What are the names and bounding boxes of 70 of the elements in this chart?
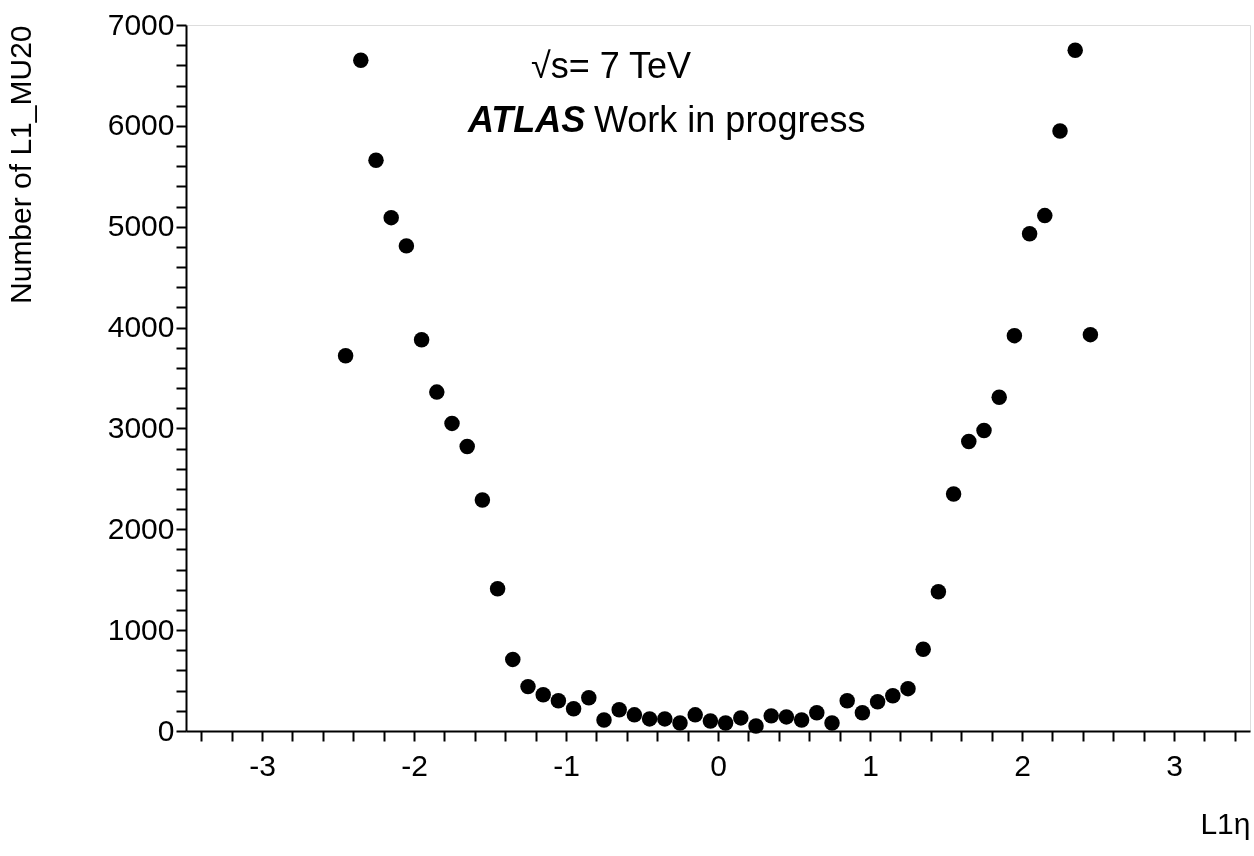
point (535, 686, 551, 703)
point (854, 705, 871, 721)
point (915, 641, 931, 658)
y-tick-label: 2000 (107, 511, 175, 545)
point (930, 584, 947, 600)
point (398, 238, 415, 254)
x-tick-label: -3 (249, 748, 276, 782)
point (733, 710, 749, 726)
y-axis-title: Number of L1_MU20 (3, 25, 37, 304)
point (596, 712, 612, 728)
point (1006, 327, 1023, 344)
point (748, 718, 764, 734)
x-tick-label: 2 (1014, 748, 1031, 782)
point (991, 389, 1007, 405)
point (353, 52, 369, 69)
x-tick-label: 1 (862, 748, 879, 782)
y-tick-label: 3000 (107, 410, 175, 444)
point (885, 687, 901, 704)
point (1067, 42, 1083, 58)
point (945, 486, 962, 502)
x-axis-title: L1η (1200, 806, 1251, 840)
point (672, 715, 688, 731)
annotation: ATLAS (467, 99, 586, 140)
point (961, 433, 977, 450)
y-tick-label: 6000 (107, 108, 175, 142)
point (657, 711, 673, 727)
point (641, 711, 658, 727)
x-tick-label: 3 (1166, 748, 1183, 782)
point (809, 705, 825, 721)
point (1082, 326, 1099, 343)
point (505, 651, 521, 668)
point (687, 707, 703, 723)
y-tick-label: 4000 (107, 310, 175, 344)
point (459, 438, 475, 455)
point (763, 708, 779, 724)
point (474, 492, 491, 508)
y-tick-label: 1000 (107, 612, 175, 646)
point (550, 693, 567, 709)
point (778, 709, 795, 725)
point (702, 713, 719, 729)
point (444, 415, 460, 432)
point (383, 209, 399, 226)
point (337, 348, 354, 364)
point (581, 689, 597, 706)
point (565, 701, 582, 717)
point (489, 581, 506, 597)
point (1037, 207, 1053, 224)
annotation: √s= 7 TeV (530, 45, 692, 86)
point (1021, 226, 1038, 242)
x-tick-label: -1 (553, 748, 580, 782)
x-tick-label: 0 (710, 748, 727, 782)
point (839, 693, 855, 709)
point (793, 712, 810, 728)
point (824, 715, 840, 731)
point (900, 680, 916, 697)
point (869, 694, 886, 710)
point (413, 331, 430, 348)
x-tick-label: -2 (401, 748, 428, 782)
point (520, 678, 536, 695)
point (429, 384, 445, 400)
y-tick-label: 7000 (107, 7, 175, 41)
point (368, 152, 384, 168)
point (626, 707, 643, 723)
point (976, 422, 992, 439)
point (717, 715, 734, 731)
y-tick-label: 0 (157, 713, 175, 747)
annotation: Work in progress (594, 99, 866, 140)
y-tick-label: 5000 (107, 209, 175, 243)
point (1052, 123, 1068, 139)
point (611, 702, 627, 718)
